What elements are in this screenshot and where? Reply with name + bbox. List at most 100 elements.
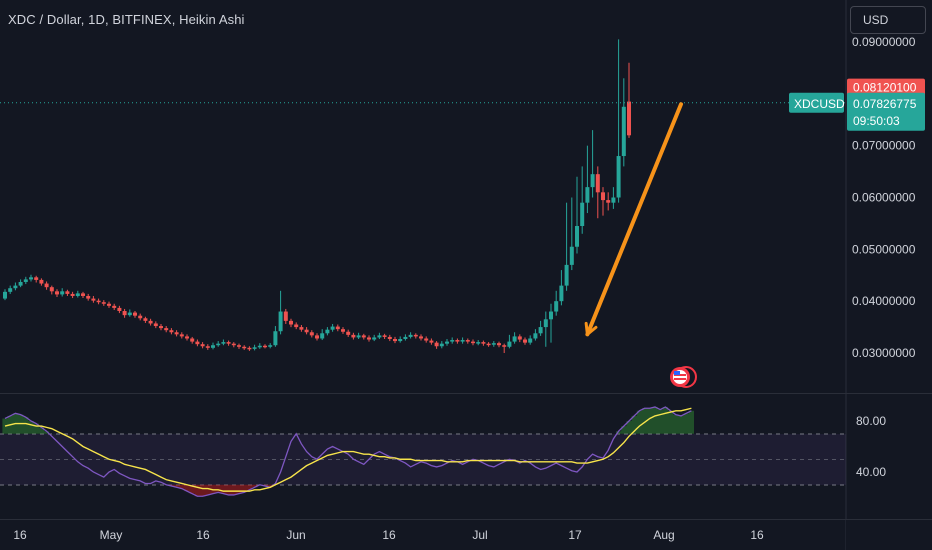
price-tick-label: 0.07000000 — [852, 139, 916, 153]
candle-body — [23, 279, 28, 282]
candle-body — [356, 335, 361, 338]
candle-body — [398, 339, 403, 342]
candle-body — [117, 307, 122, 312]
events-flag-icon[interactable] — [670, 366, 697, 388]
trend-arrow-line[interactable] — [585, 102, 683, 337]
candle-body — [237, 345, 241, 347]
candle-body — [439, 343, 444, 347]
candle-body — [81, 293, 85, 296]
time-tick-label: 16 — [196, 528, 210, 542]
candle-body — [153, 323, 158, 327]
candle-body — [138, 315, 143, 319]
candle-body — [460, 340, 465, 342]
candle-body — [273, 331, 278, 346]
candle-body — [387, 336, 392, 340]
candle-body — [34, 277, 39, 280]
candle-body — [320, 333, 325, 339]
candle-body — [621, 106, 626, 157]
candle-body — [325, 329, 330, 334]
candle-body — [523, 339, 527, 343]
candle-body — [8, 288, 13, 292]
price-tick-label: 0.09000000 — [852, 35, 916, 49]
rsi-pane — [2, 406, 694, 497]
candle-body — [159, 326, 163, 329]
candle-body — [606, 200, 611, 203]
time-tick-label: 16 — [13, 528, 27, 542]
candle-body — [174, 332, 179, 335]
candle-body — [91, 298, 96, 301]
candle-body — [382, 335, 387, 337]
candle-body — [278, 311, 283, 332]
axis-corner — [846, 520, 932, 550]
candle-body — [476, 342, 481, 344]
currency-button[interactable]: USD — [850, 6, 926, 34]
countdown-label: 09:50:03 — [853, 114, 900, 128]
candle-body — [502, 345, 507, 347]
candle-body — [122, 311, 127, 316]
trend-arrow-group[interactable] — [584, 102, 683, 337]
candle-body — [450, 340, 455, 342]
candle-body — [49, 287, 54, 292]
candle-body — [403, 336, 408, 340]
candle-body — [424, 338, 429, 341]
candle-body — [299, 327, 304, 330]
last-price-label-bg — [847, 92, 925, 131]
candle-body — [96, 300, 101, 303]
candle-body — [367, 337, 371, 340]
rsi-axis[interactable]: 80.00 40.00 — [856, 414, 886, 479]
rsi-tick-label: 80.00 — [856, 414, 886, 428]
candle-body — [304, 329, 309, 333]
candle-body — [601, 192, 605, 201]
candle-body — [627, 101, 631, 136]
candle-body — [185, 336, 189, 339]
symbol-label-bg — [789, 92, 844, 113]
price-labels: 0.08120100 0.07826775 09:50:03 XDCUSD — [789, 78, 925, 131]
candle-body — [486, 343, 491, 346]
rsi-tick-label: 40.00 — [856, 465, 886, 479]
candle-body — [351, 334, 356, 338]
candle-body — [346, 331, 351, 335]
candle-body — [434, 342, 439, 347]
candle-body — [60, 291, 65, 295]
candle-body — [133, 312, 137, 316]
rsi-ma-line — [4, 407, 692, 492]
candle-body — [39, 279, 44, 284]
time-tick-label: Jun — [286, 528, 305, 542]
candle-body — [309, 332, 314, 336]
time-tick-label: May — [100, 528, 123, 542]
candle-body — [595, 174, 600, 193]
candle-body — [231, 343, 236, 346]
candle-body — [190, 338, 195, 342]
symbol-label: XDCUSD — [794, 97, 845, 111]
price-axis[interactable]: 0.09000000 0.07000000 0.06000000 0.05000000… — [852, 35, 916, 360]
trend-arrow-head — [584, 321, 598, 336]
candle-body — [330, 326, 335, 330]
price-tick-label: 0.05000000 — [852, 242, 916, 256]
candle-body — [112, 305, 117, 308]
candle-body — [44, 283, 49, 288]
candle-body — [507, 341, 512, 347]
candle-body — [580, 202, 585, 227]
price-tick-label: 0.03000000 — [852, 346, 916, 360]
time-tick-label: 16 — [382, 528, 396, 542]
candle-body — [543, 319, 548, 328]
candle-body — [75, 293, 80, 296]
candle-body — [465, 340, 470, 342]
candle-body — [65, 291, 70, 294]
candle-body — [335, 326, 340, 330]
candle-body — [413, 334, 418, 337]
candle-body — [429, 340, 434, 343]
candle-body — [257, 345, 262, 348]
candlestick-series — [0, 39, 846, 353]
candle-body — [247, 347, 252, 350]
time-axis[interactable]: 16 May 16 Jun 16 Jul 17 Aug 16 — [13, 520, 932, 550]
candle-body — [216, 343, 221, 346]
rsi-line — [4, 406, 692, 497]
candle-body — [242, 346, 247, 349]
candle-body — [538, 327, 543, 334]
candle-body — [564, 264, 569, 286]
candle-body — [455, 340, 460, 342]
time-tick-label: Aug — [653, 528, 674, 542]
